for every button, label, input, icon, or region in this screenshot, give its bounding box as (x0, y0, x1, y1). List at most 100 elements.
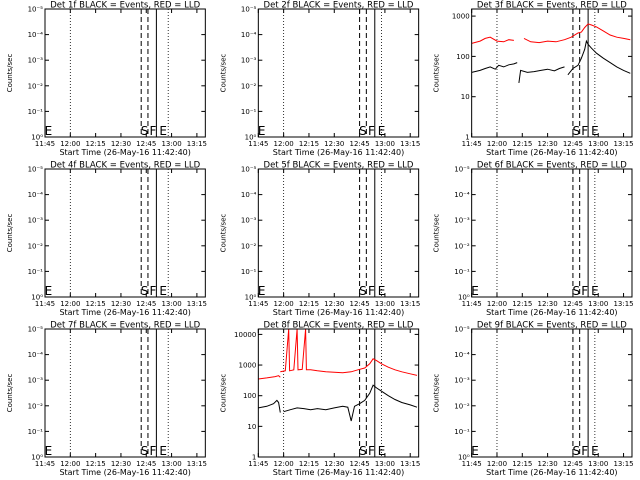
y-tick-label: 10⁻³ (241, 57, 257, 65)
x-tick-label: 13:00 (161, 300, 181, 308)
x-tick-label: 12:15 (86, 460, 106, 468)
x-tick-label: 13:00 (161, 140, 181, 148)
y-tick-label: 10⁻⁴ (454, 351, 470, 359)
marker-label: E (591, 444, 599, 458)
x-tick-label: 12:15 (512, 300, 532, 308)
x-tick-label: 13:15 (400, 140, 420, 148)
x-tick-label: 12:15 (86, 140, 106, 148)
x-tick-label: 13:00 (375, 140, 395, 148)
y-tick-label: 10⁰ (31, 454, 43, 462)
y-tick-label: 10⁻³ (241, 217, 257, 225)
marker-label: E (45, 444, 53, 458)
panel-title: Det 9f BLACK = Events, RED = LLD (477, 321, 627, 331)
x-axis-label: Start Time (26-May-16 11:42:40) (273, 468, 404, 477)
y-tick-label: 10⁻¹ (28, 428, 44, 436)
marker-label: E (591, 284, 599, 298)
y-tick-label: 10⁻⁴ (28, 191, 44, 199)
y-tick-label: 10⁻⁴ (241, 31, 257, 39)
x-tick-label: 12:30 (324, 300, 344, 308)
marker-label: E (378, 444, 386, 458)
x-tick-label: 11:45 (462, 300, 482, 308)
x-tick-label: 12:30 (324, 140, 344, 148)
y-axis-label: Counts/sec (219, 54, 227, 93)
x-tick-label: 12:30 (538, 460, 558, 468)
x-tick-label: 11:45 (462, 140, 482, 148)
lld-series-line (523, 23, 631, 44)
x-axis-label: Start Time (26-May-16 11:42:40) (59, 148, 190, 157)
events-series-line (471, 62, 518, 73)
panel-title: Det 2f BLACK = Events, RED = LLD (264, 1, 414, 11)
y-tick-label: 1000 (452, 13, 470, 21)
marker-label: E (45, 124, 53, 138)
x-tick-label: 12:45 (136, 460, 156, 468)
x-axis-label: Start Time (26-May-16 11:42:40) (486, 468, 617, 477)
y-tick-label: 10⁻¹ (28, 108, 44, 116)
marker-label: F (581, 444, 588, 458)
x-tick-label: 12:30 (111, 300, 131, 308)
y-tick-label: 10⁻⁵ (454, 166, 470, 174)
y-tick-label: 10⁻¹ (454, 268, 470, 276)
x-tick-label: 12:45 (136, 300, 156, 308)
x-tick-label: 12:30 (538, 300, 558, 308)
y-tick-label: 10000 (234, 331, 256, 339)
y-axis-label: Counts/sec (433, 54, 441, 93)
marker-label: S (572, 124, 580, 138)
y-tick-label: 10⁻¹ (241, 268, 257, 276)
marker-label: E (159, 124, 167, 138)
x-tick-label: 13:00 (588, 460, 608, 468)
x-tick-label: 12:00 (487, 300, 507, 308)
x-tick-label: 12:00 (60, 460, 80, 468)
marker-label: F (368, 444, 375, 458)
y-tick-label: 10⁻² (28, 242, 44, 250)
y-axis-label: Counts/sec (6, 374, 14, 413)
marker-label: F (150, 444, 157, 458)
x-tick-label: 12:45 (349, 460, 369, 468)
y-tick-label: 1 (465, 134, 469, 142)
panel-title: Det 4f BLACK = Events, RED = LLD (50, 161, 200, 171)
plot-frame (44, 168, 206, 298)
y-tick-label: 10⁻¹ (28, 268, 44, 276)
x-tick-label: 13:15 (400, 460, 420, 468)
x-tick-label: 12:15 (299, 300, 319, 308)
y-tick-label: 10⁻² (241, 82, 257, 90)
x-tick-label: 12:45 (563, 140, 583, 148)
y-tick-label: 100 (456, 53, 469, 61)
y-tick-label: 10⁻³ (454, 377, 470, 385)
marker-label: S (359, 444, 367, 458)
x-tick-label: 13:00 (161, 460, 181, 468)
x-tick-label: 12:00 (274, 140, 294, 148)
x-tick-label: 12:00 (274, 460, 294, 468)
y-tick-label: 10⁻³ (28, 57, 44, 65)
x-tick-label: 12:15 (299, 460, 319, 468)
marker-label: E (471, 444, 479, 458)
marker-label: F (368, 124, 375, 138)
plot-frame (44, 328, 206, 458)
y-tick-label: 10⁰ (31, 134, 43, 142)
marker-label: E (471, 284, 479, 298)
x-axis-label: Start Time (26-May-16 11:42:40) (486, 308, 617, 317)
x-tick-label: 12:00 (60, 300, 80, 308)
events-series-line (258, 399, 281, 413)
lld-series-line (258, 375, 281, 380)
x-tick-label: 12:45 (563, 300, 583, 308)
marker-label: S (359, 284, 367, 298)
marker-label: E (159, 284, 167, 298)
x-tick-label: 12:45 (349, 300, 369, 308)
y-tick-label: 10 (461, 93, 470, 101)
y-axis-label: Counts/sec (219, 214, 227, 253)
marker-label: F (581, 284, 588, 298)
x-tick-label: 11:45 (248, 140, 268, 148)
panel-title: Det 3f BLACK = Events, RED = LLD (477, 1, 627, 11)
marker-label: F (368, 284, 375, 298)
x-tick-label: 13:00 (375, 460, 395, 468)
panel-title: Det 5f BLACK = Events, RED = LLD (264, 161, 414, 171)
x-tick-label: 12:45 (349, 140, 369, 148)
marker-label: S (359, 124, 367, 138)
panel-title: Det 6f BLACK = Events, RED = LLD (477, 161, 627, 171)
y-tick-label: 10⁻² (28, 82, 44, 90)
y-tick-label: 10⁻⁵ (28, 6, 44, 14)
x-tick-label: 12:00 (487, 460, 507, 468)
